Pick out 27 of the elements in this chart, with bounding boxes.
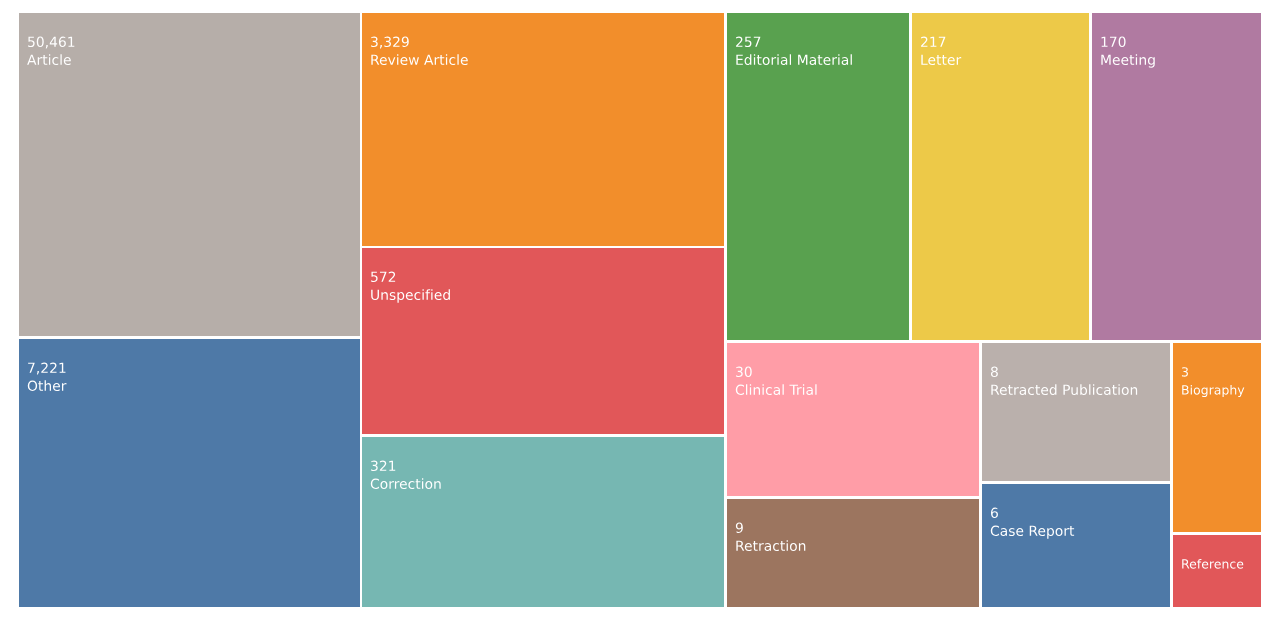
- category-label: Editorial Material: [736, 54, 852, 66]
- category-label: Clinical Trial: [735, 384, 817, 396]
- data-label: 7,221: [28, 362, 66, 375]
- category-label: Article: [27, 54, 71, 66]
- data-label: 9: [735, 522, 743, 534]
- category-label: Correction: [370, 478, 441, 490]
- category-label: Retraction: [736, 540, 806, 552]
- category-label: Retracted Publication: [991, 384, 1138, 396]
- category-label: Case Report: [990, 525, 1075, 539]
- data-label: 3: [1181, 367, 1188, 377]
- category-label: Reference: [1182, 558, 1244, 569]
- data-label: 321: [371, 460, 396, 472]
- category-label: Unspecified: [371, 289, 450, 303]
- category-label: Meeting: [1101, 54, 1155, 68]
- category-label: Review Article: [371, 54, 468, 66]
- data-label: 8: [990, 366, 998, 378]
- data-label: 170: [1101, 36, 1126, 48]
- data-label: 3,329: [371, 36, 409, 49]
- category-label: Letter: [921, 54, 962, 66]
- data-label: 572: [371, 271, 396, 283]
- data-label: 30: [736, 366, 752, 378]
- category-label: Other: [27, 380, 67, 392]
- category-label: Biography: [1182, 384, 1245, 398]
- data-label: 217: [921, 36, 946, 47]
- data-label: 6: [990, 507, 998, 519]
- data-label: 50,461: [28, 36, 75, 49]
- data-label: 257: [736, 36, 761, 48]
